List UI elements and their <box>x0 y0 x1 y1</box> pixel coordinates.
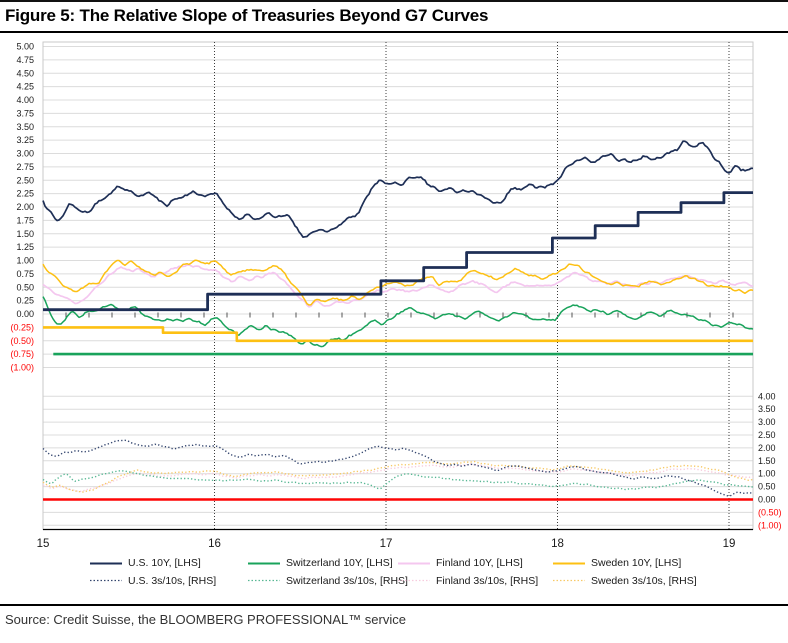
left-axis-tick-label: 0.00 <box>16 309 34 319</box>
left-axis-tick-label: 4.75 <box>16 55 34 65</box>
left-axis-tick-label: 2.00 <box>16 202 34 212</box>
right-axis-tick-label: 1.50 <box>758 456 776 466</box>
right-axis-tick-label: 2.00 <box>758 443 776 453</box>
legend-label: Sweden 10Y, [LHS] <box>591 557 682 569</box>
legend-swatch-line-icon <box>248 579 280 582</box>
year-gridlines <box>214 42 730 530</box>
x-axis-year-label: 19 <box>723 538 736 550</box>
series-sweden-10y <box>42 259 754 306</box>
x-axis-year-label: 15 <box>37 538 50 550</box>
legend-swatch-line-icon <box>553 579 585 582</box>
left-axis-tick-label: 2.50 <box>16 175 34 185</box>
x-axis-year-label: 17 <box>380 538 393 550</box>
legend-label: Switzerland 10Y, [LHS] <box>286 557 393 569</box>
right-axis-tick-label: 2.50 <box>758 430 776 440</box>
legend-swatch-line-icon <box>398 562 430 564</box>
legend-label: Finland 10Y, [LHS] <box>436 557 523 569</box>
legend-swatch-line-icon <box>248 562 280 564</box>
series-sweden-policy-rate <box>43 326 753 343</box>
page-top-rule <box>0 0 788 2</box>
left-axis-tick-label: 2.75 <box>16 162 34 172</box>
series-lines <box>42 140 754 497</box>
left-axis-tick-label: 1.00 <box>16 256 34 266</box>
left-axis-tick-label: 3.75 <box>16 108 34 118</box>
left-axis-tick-label: 2.25 <box>16 189 34 199</box>
legend-label: Switzerland 3s/10s, [RHS] <box>286 574 408 587</box>
x-axis-labels: 15 16 17 18 19 <box>37 538 736 550</box>
legend-swatch-line-icon <box>90 562 122 564</box>
series-finland-3s10s <box>42 463 754 493</box>
right-axis-tick-label: (0.50) <box>758 507 782 517</box>
legend-swatch-line-icon <box>90 579 122 582</box>
chart-canvas: 5.00 4.75 4.50 4.25 4.00 3.75 3.50 3.25 3.00 2.75… <box>10 41 782 550</box>
legend-label: Sweden 3s/10s, [RHS] <box>591 574 697 587</box>
series-us-policy-rate <box>43 191 753 312</box>
x-axis-year-label: 16 <box>208 538 221 550</box>
legend-swatch-line-icon <box>398 579 430 582</box>
left-axis-tick-label: (1.00) <box>10 363 34 373</box>
gridlines <box>42 41 754 530</box>
figure-title: Figure 5: The Relative Slope of Treasuri… <box>5 6 489 25</box>
left-axis-tick-label: 1.50 <box>16 229 34 239</box>
right-axis-tick-label: 4.00 <box>758 391 776 401</box>
legend-item-switzerland-10y: Switzerland 10Y, [LHS] <box>248 556 393 570</box>
legend-label: U.S. 10Y, [LHS] <box>128 557 201 569</box>
right-axis-tick-label: 3.00 <box>758 417 776 427</box>
legend-label: Finland 3s/10s, [RHS] <box>436 574 539 587</box>
left-axis-tick-label: (0.25) <box>10 322 34 332</box>
left-axis-tick-label: 5.00 <box>16 42 34 52</box>
left-axis-tick-label: 1.75 <box>16 215 34 225</box>
series-sweden-3s10s <box>42 460 754 493</box>
legend-item-us-3s10s: U.S. 3s/10s, [RHS] <box>90 574 216 588</box>
source-rule <box>0 604 788 606</box>
left-axis-tick-label: 1.25 <box>16 242 34 252</box>
legend-item-finland-3s10s: Finland 3s/10s, [RHS] <box>398 574 538 588</box>
right-axis-tick-label: 3.50 <box>758 404 776 414</box>
left-axis-tick-label: 4.25 <box>16 82 34 92</box>
legend-item-switzerland-3s10s: Switzerland 3s/10s, [RHS] <box>248 574 408 588</box>
left-axis-tick-label: 4.00 <box>16 95 34 105</box>
left-axis-labels: 5.00 4.75 4.50 4.25 4.00 3.75 3.50 3.25 3.00 2.75… <box>10 42 34 373</box>
left-axis-tick-label: 3.25 <box>16 135 34 145</box>
right-axis-tick-label: 1.00 <box>758 469 776 479</box>
legend-item-sweden-10y: Sweden 10Y, [LHS] <box>553 556 681 570</box>
legend-label: U.S. 3s/10s, [RHS] <box>128 574 217 587</box>
left-axis-tick-label: (0.50) <box>10 336 34 346</box>
right-axis-tick-label: 0.50 <box>758 482 776 492</box>
right-axis-tick-label: (1.00) <box>758 520 782 530</box>
series-switzerland-3s10s <box>42 470 754 491</box>
title-rule <box>0 31 788 33</box>
legend-item-sweden-3s10s: Sweden 3s/10s, [RHS] <box>553 574 697 588</box>
x-axis-year-label: 18 <box>551 538 564 550</box>
left-axis-tick-label: 3.50 <box>16 122 34 132</box>
left-axis-tick-label: (0.75) <box>10 349 34 359</box>
left-axis-tick-label: 0.25 <box>16 296 34 306</box>
source-text: Source: Credit Suisse, the BLOOMBERG PRO… <box>5 612 406 627</box>
series-switzerland-10y <box>42 296 754 348</box>
right-axis-labels: 4.00 3.50 3.00 2.50 2.00 1.50 1.00 0.50 0.00 (0.5… <box>758 391 782 530</box>
zero-line-ticks <box>65 312 734 318</box>
legend-item-finland-10y: Finland 10Y, [LHS] <box>398 556 523 570</box>
right-axis-tick-label: 0.00 <box>758 495 776 505</box>
series-us-10y <box>42 140 754 238</box>
left-axis-tick-label: 0.50 <box>16 282 34 292</box>
legend-swatch-line-icon <box>553 562 585 564</box>
left-axis-tick-label: 3.00 <box>16 149 34 159</box>
series-us-3s10s <box>42 439 754 497</box>
left-axis-tick-label: 4.50 <box>16 68 34 78</box>
left-axis-tick-label: 0.75 <box>16 269 34 279</box>
legend-item-us-10y: U.S. 10Y, [LHS] <box>90 556 201 570</box>
